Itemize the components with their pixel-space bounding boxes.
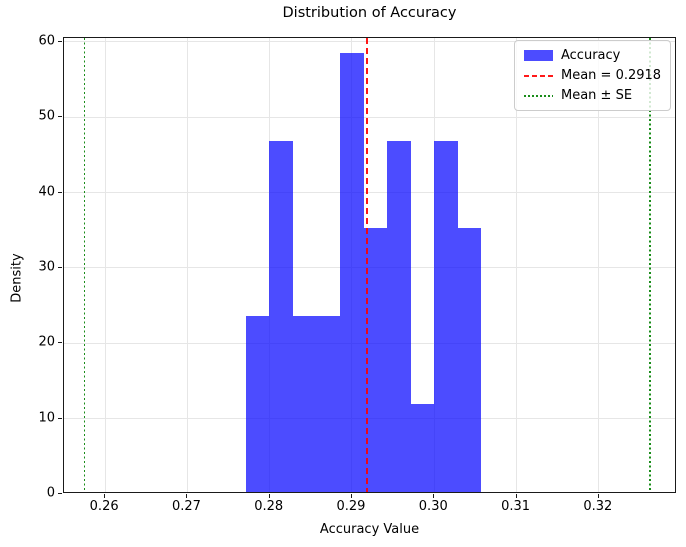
y-tick-label: 10: [38, 410, 55, 426]
x-tick-mark: [515, 494, 517, 498]
legend-swatch-se-dotted-line: [524, 94, 553, 97]
y-axis-label: Density: [9, 253, 25, 303]
x-tick-mark: [268, 494, 270, 498]
histogram-bar: [269, 140, 293, 492]
plot-area: Accuracy Mean = 0.2918 Mean ± SE: [63, 37, 676, 493]
histogram-bar: [316, 316, 340, 492]
y-tick-label: 0: [46, 485, 55, 501]
gridline-vertical: [104, 38, 106, 492]
x-tick-mark: [350, 494, 352, 498]
y-tick-mark: [58, 116, 62, 118]
histogram-bar: [457, 228, 482, 492]
x-tick-mark: [104, 494, 106, 498]
gridline-vertical: [186, 38, 188, 492]
y-tick-label: 20: [38, 334, 55, 350]
histogram-bar: [434, 140, 458, 492]
legend-item-se: Mean ± SE: [524, 88, 662, 103]
legend-swatch-mean-dashed-line: [524, 74, 553, 77]
gridline-horizontal: [64, 41, 675, 43]
legend-label-mean: Mean = 0.2918: [561, 68, 662, 83]
legend-label-accuracy: Accuracy: [561, 48, 621, 63]
x-tick-mark: [186, 494, 188, 498]
histogram-bar: [363, 228, 388, 492]
x-axis-label: Accuracy Value: [319, 522, 420, 537]
y-tick-mark: [58, 266, 62, 268]
x-tick-mark: [433, 494, 435, 498]
se-line: [649, 38, 651, 492]
legend: Accuracy Mean = 0.2918 Mean ± SE: [514, 40, 671, 111]
legend-item-mean: Mean = 0.2918: [524, 68, 662, 83]
chart-title: Distribution of Accuracy: [282, 5, 457, 21]
gridline-vertical: [598, 38, 600, 492]
histogram-bar: [410, 403, 435, 492]
histogram-bar: [245, 316, 270, 492]
x-tick-label: 0.27: [171, 499, 201, 514]
x-tick-label: 0.28: [254, 499, 284, 514]
legend-label-se: Mean ± SE: [561, 88, 633, 103]
legend-swatch-accuracy-patch: [524, 50, 553, 61]
x-tick-mark: [597, 494, 599, 498]
y-tick-label: 30: [38, 259, 55, 275]
x-tick-label: 0.32: [583, 499, 613, 514]
histogram-bar: [339, 52, 364, 492]
histogram-bar: [292, 316, 317, 492]
legend-item-accuracy: Accuracy: [524, 48, 662, 63]
y-tick-mark: [58, 191, 62, 193]
y-tick-label: 50: [38, 108, 55, 124]
x-tick-label: 0.30: [418, 499, 448, 514]
y-tick-mark: [58, 417, 62, 419]
x-tick-label: 0.26: [89, 499, 119, 514]
mean-line: [365, 38, 368, 492]
gridline-horizontal: [64, 116, 675, 118]
y-tick-mark: [58, 40, 62, 42]
histogram-bar: [387, 140, 411, 492]
se-line: [83, 38, 86, 492]
y-tick-label: 60: [38, 33, 55, 49]
x-tick-label: 0.29: [336, 499, 366, 514]
x-tick-label: 0.31: [501, 499, 531, 514]
y-tick-mark: [58, 493, 62, 494]
y-tick-label: 40: [38, 184, 55, 199]
y-tick-mark: [58, 342, 62, 344]
gridline-horizontal: [64, 192, 675, 193]
gridline-vertical: [516, 38, 518, 492]
